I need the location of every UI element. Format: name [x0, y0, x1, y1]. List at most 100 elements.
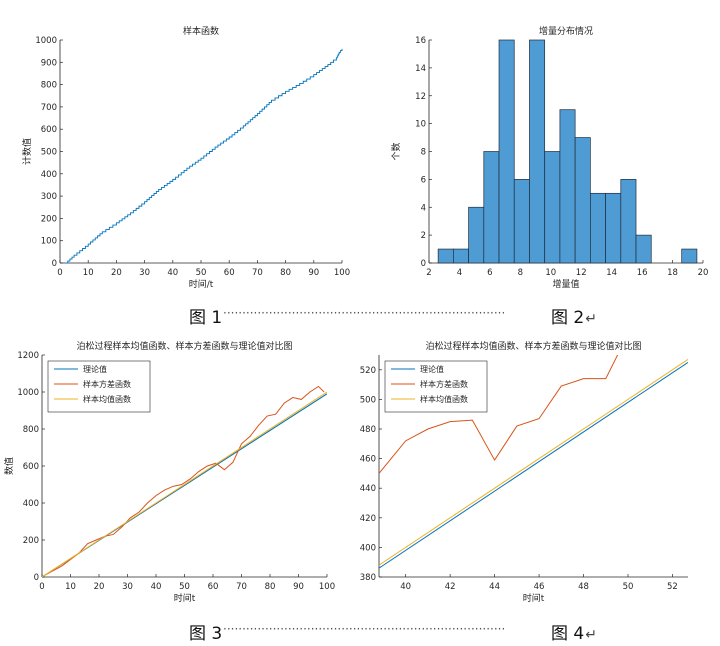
x-tick-label: 70 — [236, 582, 247, 592]
histogram-bar — [483, 151, 500, 264]
x-tick-label: 52 — [667, 582, 678, 592]
y-tick-label: 100 — [41, 237, 57, 247]
series-line-variance — [379, 355, 619, 474]
y-tick-label: 16 — [415, 36, 426, 46]
legend-entry: 理论值 — [83, 364, 107, 374]
chart-title: 样本函数 — [183, 25, 219, 37]
x-tick-label: 60 — [208, 582, 219, 592]
y-tick-label: 14 — [415, 64, 426, 74]
series-line-mean — [42, 391, 327, 577]
histogram-bar — [590, 192, 606, 264]
y-tick-label: 200 — [41, 214, 57, 224]
x-tick-label: 0 — [57, 268, 62, 278]
y-axis-label: 个数 — [390, 142, 402, 160]
x-tick-label: 90 — [308, 268, 319, 278]
histogram-bar — [605, 192, 622, 264]
caption-leader-dots: ········································… — [223, 622, 506, 636]
x-tick-label: 20 — [698, 268, 709, 278]
x-tick-label: 50 — [623, 582, 634, 592]
x-tick-label: 70 — [252, 268, 263, 278]
x-tick-label: 46 — [534, 582, 545, 592]
y-tick-label: 2 — [421, 231, 426, 241]
histogram-bar — [453, 248, 469, 264]
y-tick-label: 1200 — [17, 351, 39, 361]
histogram-bar — [544, 151, 561, 264]
legend-entry: 理论值 — [420, 364, 444, 374]
x-tick-label: 44 — [489, 582, 500, 592]
y-tick-label: 520 — [360, 366, 376, 376]
y-tick-label: 440 — [360, 484, 376, 494]
y-tick-label: 420 — [360, 514, 376, 524]
histogram-bar — [620, 179, 637, 264]
y-tick-label: 0 — [34, 573, 39, 583]
x-tick-label: 60 — [224, 268, 235, 278]
y-tick-label: 0 — [421, 259, 426, 269]
y-tick-label: 480 — [360, 425, 376, 435]
x-tick-label: 20 — [111, 268, 122, 278]
y-tick-label: 900 — [41, 58, 57, 68]
x-tick-label: 50 — [196, 268, 207, 278]
plot-area — [60, 40, 342, 263]
x-tick-label: 0 — [39, 582, 44, 592]
x-tick-label: 10 — [65, 582, 76, 592]
x-tick-label: 40 — [151, 582, 162, 592]
histogram-bar — [635, 234, 652, 264]
histogram-bar — [574, 137, 591, 264]
x-tick-label: 20 — [94, 582, 105, 592]
histogram-bar — [513, 179, 530, 264]
histogram-bar — [681, 248, 698, 264]
chart-title: 泊松过程样本均值函数、样本方差函数与理论值对比图 — [425, 340, 641, 352]
y-tick-label: 200 — [23, 536, 39, 546]
y-tick-label: 800 — [41, 81, 57, 91]
x-axis-label: 增量值 — [552, 278, 579, 290]
caption-figure-1: 图 1 — [189, 308, 223, 328]
x-tick-label: 100 — [319, 582, 335, 592]
histogram-bar — [468, 206, 485, 264]
y-tick-label: 600 — [41, 125, 57, 135]
y-tick-label: 400 — [360, 543, 376, 553]
chart-title: 增量分布情况 — [539, 25, 593, 37]
y-tick-label: 400 — [23, 499, 39, 509]
histogram-bar — [437, 248, 454, 264]
x-axis-label: 时间t — [523, 592, 545, 604]
x-tick-label: 50 — [179, 582, 190, 592]
y-tick-label: 460 — [360, 455, 376, 465]
y-tick-label: 1000 — [17, 388, 39, 398]
legend-entry: 样本方差函数 — [83, 379, 131, 389]
x-tick-label: 6 — [487, 268, 492, 278]
series-line-theory — [379, 361, 688, 569]
x-tick-label: 30 — [139, 268, 150, 278]
y-tick-label: 700 — [41, 103, 57, 113]
x-tick-label: 40 — [167, 268, 178, 278]
caption-figure-3: 图 3 — [189, 624, 223, 644]
y-axis-label: 数值 — [3, 457, 15, 475]
y-tick-label: 10 — [415, 120, 426, 130]
y-tick-label: 6 — [421, 175, 426, 185]
x-axis-label: 时间/t — [189, 278, 214, 290]
y-tick-label: 4 — [421, 203, 426, 213]
series-stairs-line — [65, 48, 343, 264]
series-line-mean — [379, 359, 688, 566]
x-tick-label: 14 — [606, 268, 617, 278]
histogram-bar — [498, 39, 515, 264]
y-tick-label: 500 — [41, 148, 57, 158]
chart-mean-variance-compare: 0 10 20 30 40 50 60 70 80 90 100020040060080010001… — [3, 340, 335, 604]
x-tick-label: 30 — [122, 582, 133, 592]
x-tick-label: 16 — [637, 268, 648, 278]
x-tick-label: 18 — [667, 268, 678, 278]
x-tick-label: 10 — [545, 268, 556, 278]
x-tick-label: 12 — [576, 268, 587, 278]
caption-figure-4: 图 4↵ — [551, 624, 597, 644]
x-tick-label: 90 — [293, 582, 304, 592]
y-tick-label: 800 — [23, 425, 39, 435]
chart-title: 泊松过程样本均值函数、样本方差函数与理论值对比图 — [76, 340, 292, 352]
x-tick-label: 48 — [578, 582, 589, 592]
y-axis-label: 计数值 — [21, 138, 33, 165]
legend-entry: 样本均值函数 — [83, 394, 131, 404]
x-tick-label: 40 — [400, 582, 411, 592]
caption-figure-2: 图 2↵ — [551, 308, 597, 328]
x-axis-label: 时间t — [174, 592, 196, 604]
x-tick-label: 8 — [518, 268, 523, 278]
legend-entry: 样本方差函数 — [420, 379, 468, 389]
x-tick-label: 80 — [265, 582, 276, 592]
